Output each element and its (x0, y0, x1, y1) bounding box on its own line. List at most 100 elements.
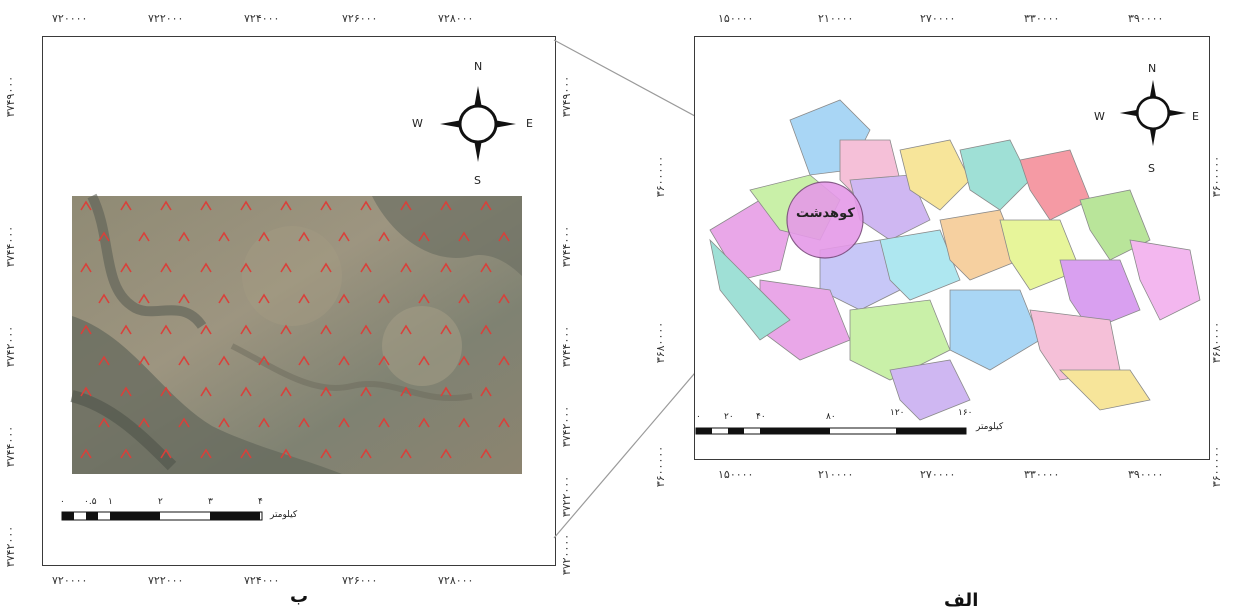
top-tick: ۷۲۲۰۰۰ (148, 12, 184, 25)
sample-point-mark (240, 448, 252, 459)
county-region (709, 238, 791, 341)
top-tick: ۲۱۰۰۰۰ (818, 12, 854, 25)
sample-point-mark (138, 231, 150, 242)
sample-point-mark (378, 231, 390, 242)
top-tick: ۷۲۸۰۰۰ (438, 12, 474, 25)
compass-west-label: W (1094, 110, 1105, 123)
sample-point-mark (178, 231, 190, 242)
sample-point-mark (178, 293, 190, 304)
county-region (1019, 149, 1091, 221)
sample-point-mark (498, 355, 510, 366)
bottom-tick: ۱۵۰۰۰۰ (718, 468, 754, 481)
sample-point-mark (418, 417, 430, 428)
sample-point-mark (280, 386, 292, 397)
scale-tick-label: ۰ (60, 497, 65, 507)
sample-point-mark (98, 231, 110, 242)
scale-tick-label: ۱۲۰ (890, 408, 905, 418)
right-tick: ۳۶۰۰۰۰۰ (1210, 445, 1224, 488)
county-region (949, 289, 1041, 371)
sample-point-mark (80, 262, 92, 273)
province-map (709, 99, 1201, 421)
sample-point-mark (378, 355, 390, 366)
sample-point-mark (240, 200, 252, 211)
sample-point-mark (138, 293, 150, 304)
satellite-image (70, 193, 522, 474)
scale-tick-label: ۰ (696, 412, 701, 422)
sample-point-mark (360, 200, 372, 211)
left-tick: ۳۶۰۰۰۰۰ (654, 445, 668, 488)
county-region (999, 219, 1081, 291)
county-regions (709, 99, 1201, 421)
sample-point-mark (160, 386, 172, 397)
sample-point-mark (360, 324, 372, 335)
sample-point-mark (200, 262, 212, 273)
sample-point-mark (400, 200, 412, 211)
sample-point-mark (298, 417, 310, 428)
panel-caption-b: ب (290, 586, 309, 607)
north-arrow-compass (440, 86, 516, 162)
sample-point-mark (458, 355, 470, 366)
top-tick: ۷۲۰۰۰۰ (52, 12, 88, 25)
compass-north-label: N (1148, 62, 1157, 75)
north-arrow-compass (1119, 79, 1187, 147)
scale-tick-label: ۴۰ (756, 412, 766, 422)
compass-south-label: S (474, 174, 481, 187)
sample-point-mark (400, 386, 412, 397)
scale-tick-label: ۲ (158, 497, 163, 507)
sample-point-mark (178, 417, 190, 428)
sample-point-mark (80, 448, 92, 459)
compass-south-label: S (1148, 162, 1155, 175)
sample-point-mark (200, 386, 212, 397)
sample-point-mark (320, 262, 332, 273)
sample-point-mark (280, 448, 292, 459)
right-tick: ۳۶۸۰۰۰۰ (1210, 321, 1224, 364)
sample-point-mark (498, 417, 510, 428)
sample-point-mark (320, 386, 332, 397)
sample-point-mark (240, 386, 252, 397)
county-region (879, 229, 961, 301)
top-tick: ۳۹۰۰۰۰ (1128, 12, 1164, 25)
county-region (1059, 259, 1141, 331)
compass-east-label: E (1192, 110, 1199, 123)
scale-tick-label: ۲۰ (724, 412, 734, 422)
sample-point-mark (160, 324, 172, 335)
sample-point-mark (360, 262, 372, 273)
county-region (939, 209, 1021, 281)
sample-point-mark (218, 417, 230, 428)
sample-point-mark (440, 200, 452, 211)
sample-point-mark (120, 448, 132, 459)
sample-point-mark (440, 386, 452, 397)
sample-point-mark (458, 231, 470, 242)
sample-point-mark (98, 417, 110, 428)
sample-point-mark (120, 200, 132, 211)
bottom-tick: ۷۲۲۰۰۰ (148, 574, 184, 587)
bottom-tick: ۳۳۰۰۰۰ (1024, 468, 1060, 481)
sample-point-mark (120, 262, 132, 273)
sample-point-mark (280, 324, 292, 335)
left-tick: ۳۶۰۰۰۰۰ (654, 155, 668, 198)
top-tick: ۲۷۰۰۰۰ (920, 12, 956, 25)
sample-point-mark (240, 324, 252, 335)
sample-point-mark (160, 200, 172, 211)
sample-point-mark (280, 200, 292, 211)
sample-point-mark (178, 355, 190, 366)
sample-point-mark (160, 448, 172, 459)
sample-point-mark (458, 417, 470, 428)
sample-point-mark (280, 262, 292, 273)
county-region (1059, 369, 1151, 411)
county-region (959, 139, 1031, 211)
county-region (1029, 309, 1121, 381)
sample-point-mark (218, 293, 230, 304)
sample-point-mark (440, 448, 452, 459)
sample-point-mark (498, 293, 510, 304)
scale-tick-label: ۱ (108, 497, 113, 507)
sample-point-mark (240, 262, 252, 273)
scale-bar (61, 511, 263, 521)
sample-point-mark (200, 200, 212, 211)
scale-tick-label: ۴ (258, 497, 263, 507)
sample-point-mark (120, 324, 132, 335)
right-tick: ۳۶۰۰۰۰۰ (1210, 155, 1224, 198)
sample-point-mark (298, 293, 310, 304)
sample-point-mark (338, 355, 350, 366)
compass-north-label: N (474, 60, 483, 73)
